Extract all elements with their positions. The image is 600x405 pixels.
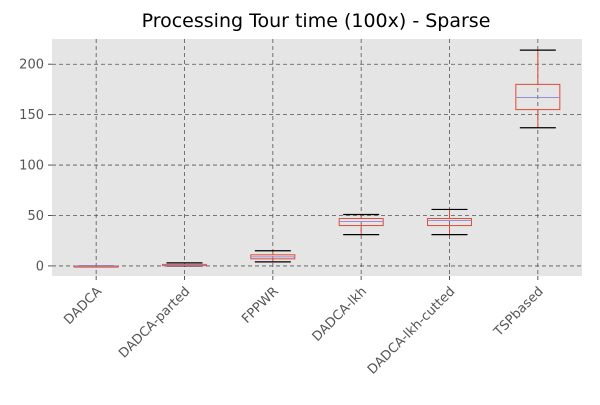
box-iqr [338,218,384,227]
y-tick-label: 100 [19,159,44,174]
x-tick-label: DADCA-lkh-cutted [365,284,458,377]
y-tick-label: 0 [36,259,44,274]
y-tick-label: 150 [19,108,44,123]
x-tick-label: TSPbased [491,284,547,340]
box-iqr [515,83,561,111]
y-tick-label: 50 [27,209,44,224]
x-tick-label: DADCA-lkh [310,284,370,344]
x-tick-label: FPPWR [239,284,281,326]
plot-area [52,39,582,276]
x-tick-label: DADCA [61,284,105,328]
chart-title: Processing Tour time (100x) - Sparse [141,10,491,32]
box-iqr [427,218,472,227]
x-tick-label: DADCA-parted [116,284,193,361]
y-tick-label: 200 [19,58,44,73]
